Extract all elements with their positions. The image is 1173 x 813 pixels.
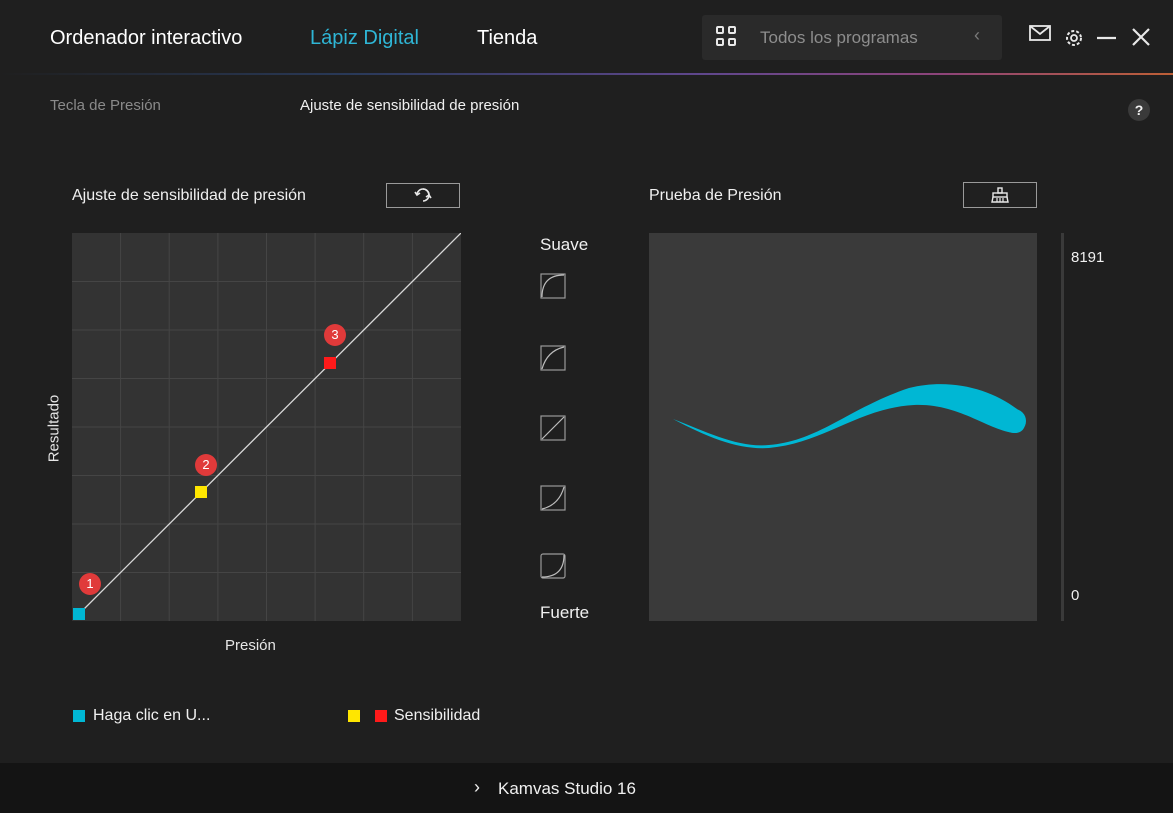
curve-preset-soft[interactable] [540,345,566,371]
header-divider [0,73,1173,75]
sensitivity-curve [77,233,461,616]
program-selector-label: Todos los programas [760,28,918,47]
pressure-level-bar [1061,233,1064,621]
curve-soft-label: Suave [540,235,589,254]
help-icon[interactable]: ? [1128,99,1150,121]
refresh-icon [414,188,432,202]
x-axis-label: Presión [225,637,276,654]
y-axis-label: Resultado [45,394,63,463]
tab-lapiz-digital[interactable]: Lápiz Digital [310,27,419,49]
chevron-left-icon[interactable]: ‹ [974,25,980,45]
gear-icon[interactable] [1063,27,1085,49]
subtab-ajuste-sensibilidad[interactable]: Ajuste de sensibilidad de presión [300,97,520,114]
curve-point-3[interactable] [324,357,336,369]
legend-swatch-red [375,710,387,722]
device-name: Kamvas Studio 16 [498,779,636,798]
sensitivity-title: Ajuste de sensibilidad de presión [72,187,306,204]
clear-button[interactable] [963,182,1037,208]
curve-hard-label: Fuerte [540,603,590,622]
tab-ordenador-interactivo[interactable]: Ordenador interactivo [50,27,243,49]
subtab-tecla-de-presion[interactable]: Tecla de Presión [50,97,161,114]
legend-item-2: Sensibilidad [394,707,481,724]
mail-icon[interactable] [1029,24,1051,42]
legend-swatch-cyan [73,710,85,722]
chevron-right-icon: › [474,777,480,797]
broom-icon [991,187,1009,203]
pressure-stroke-end [1002,409,1026,433]
point-badge-2: 2 [195,454,217,476]
pressure-test-canvas[interactable] [649,233,1037,621]
reset-button[interactable] [386,183,460,208]
pressure-max-label: 8191 [1071,249,1105,266]
program-selector[interactable]: Todos los programas ‹ [702,15,1002,60]
curve-preset-firm[interactable] [540,485,566,511]
curve-point-2[interactable] [195,486,207,498]
device-footer[interactable]: › Kamvas Studio 16 [0,763,1173,813]
point-badge-1: 1 [79,573,101,595]
point-badge-3: 3 [324,324,346,346]
curve-preset-softest[interactable] [540,273,566,299]
tab-tienda[interactable]: Tienda [477,27,538,49]
curve-point-1[interactable] [73,608,85,620]
pressure-test-title: Prueba de Presión [649,187,782,204]
apps-grid-icon [716,26,738,48]
curve-preset-firmest[interactable] [540,553,566,579]
pressure-stroke [673,384,1026,449]
curve-preset-linear[interactable] [540,415,566,441]
legend-item-1: Haga clic en U... [93,707,211,724]
legend-swatch-yellow [348,710,360,722]
close-icon[interactable] [1131,27,1151,47]
minimize-icon[interactable] [1096,28,1118,48]
pressure-min-label: 0 [1071,587,1080,604]
sensitivity-graph[interactable] [72,233,461,621]
